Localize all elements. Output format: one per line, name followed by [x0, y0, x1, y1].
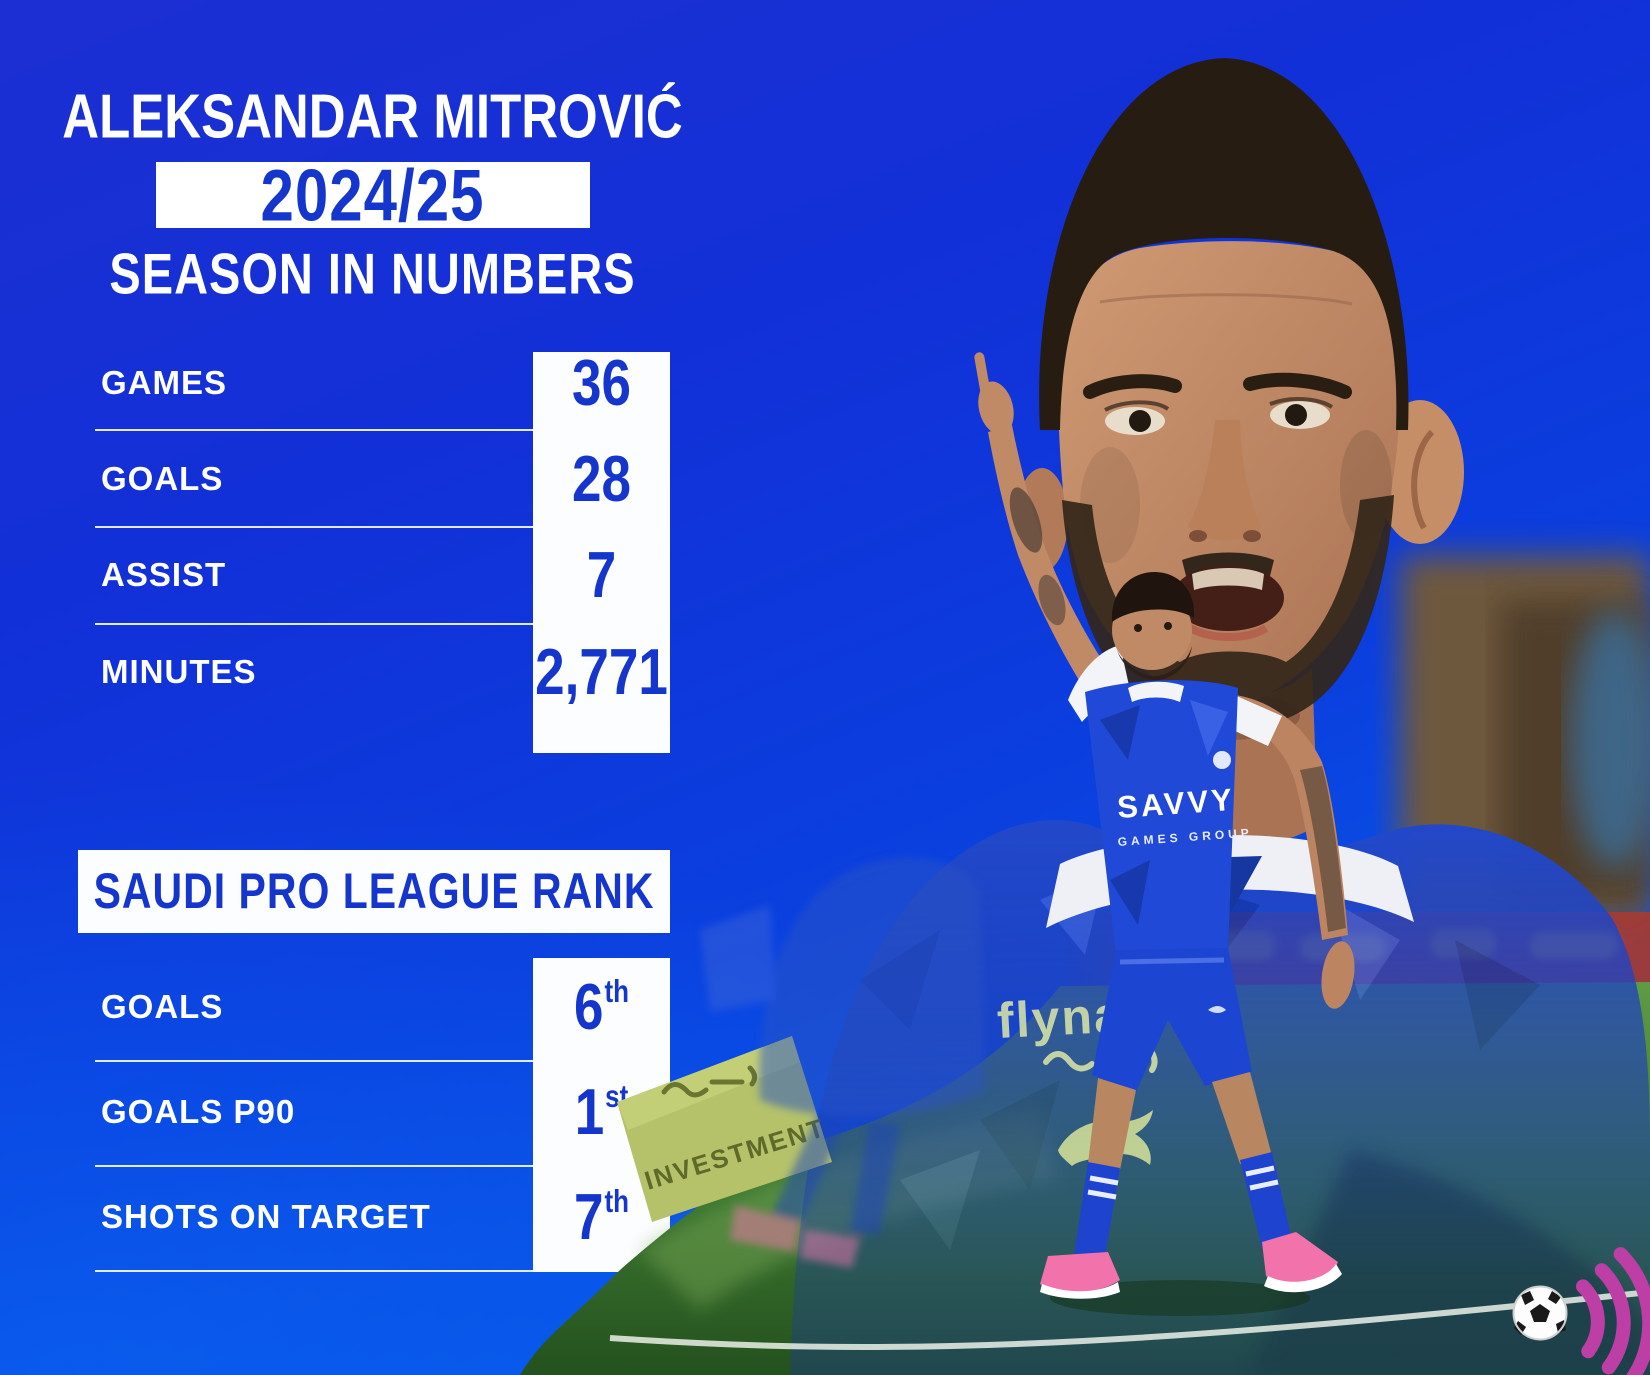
stat-label: ASSIST — [101, 556, 227, 593]
stat-label: MINUTES — [101, 653, 257, 690]
flynas-wordmark: flynas — [996, 985, 1155, 1049]
rank-label: GOALS P90 — [101, 1093, 296, 1130]
stat-row-goals: GOALS 28 — [95, 429, 670, 529]
stat-row-minutes: MINUTES 2,771 — [95, 623, 670, 721]
football-icon — [1513, 1286, 1567, 1340]
row-divider — [95, 526, 533, 528]
celebrating-player: SAVVY GAMES GROUP — [974, 352, 1355, 1316]
stat-value: 36 — [572, 347, 631, 419]
bottom-divider — [95, 1270, 533, 1272]
subtitle: SEASON IN NUMBERS — [109, 241, 636, 306]
stats-value-strip — [533, 352, 670, 753]
rank-label: SHOTS ON TARGET — [101, 1198, 431, 1235]
season-label: 2024/25 — [260, 154, 485, 236]
rank-row-goals-p90: GOALS P90 1st — [95, 1063, 670, 1161]
stat-value: 2,771 — [535, 636, 668, 708]
row-divider — [95, 1060, 533, 1062]
player-name: ALEKSANDAR MITROVIĆ — [62, 81, 683, 152]
rank-value: 7th — [573, 1181, 630, 1253]
rank-value: 1st — [574, 1076, 629, 1148]
rank-row-shots-on-target: SHOTS ON TARGET 7th — [95, 1168, 670, 1266]
rank-label: GOALS — [101, 988, 224, 1025]
arabic-script-mark — [1043, 1047, 1158, 1073]
stat-label: GAMES — [101, 364, 228, 401]
rank-table: GOALS 6th GOALS P90 1st SHOTS ON TARGET … — [95, 958, 670, 1272]
season-box: 2024/25 — [155, 154, 590, 236]
row-divider — [95, 623, 533, 625]
title-block: ALEKSANDAR MITROVIĆ 2024/25 SEASON IN NU… — [0, 82, 745, 306]
rank-row-goals: GOALS 6th — [95, 958, 670, 1056]
portrait-torso — [790, 819, 1650, 1375]
stat-value: 7 — [586, 539, 617, 611]
rank-value: 6th — [573, 971, 630, 1043]
puma-cat-icon — [1058, 1110, 1153, 1166]
stat-label: GOALS — [101, 460, 224, 497]
row-divider — [95, 429, 533, 431]
jersey-sponsor-subtext: GAMES GROUP — [1117, 826, 1253, 849]
rank-header-box: SAUDI PRO LEAGUE RANK — [78, 850, 670, 933]
ghost-player-figure — [700, 857, 985, 1268]
season-stats-table: GAMES 36 GOALS 28 ASSIST 7 MINUTES 2,771 — [95, 347, 670, 753]
stadium-background — [1400, 555, 1650, 1200]
rank-header-text: SAUDI PRO LEAGUE RANK — [93, 862, 655, 919]
pitch — [520, 982, 1650, 1375]
portrait-head — [1016, 58, 1464, 928]
jersey-sponsor-text: SAVVY — [1116, 782, 1236, 825]
pitch-line — [609, 1289, 1650, 1350]
torso-sponsor-marks: flynas — [996, 985, 1158, 1166]
signal-waves-icon — [1576, 1247, 1650, 1375]
football-signal-logo — [1512, 1247, 1650, 1375]
ad-board — [1060, 912, 1650, 987]
stat-value: 28 — [572, 443, 631, 515]
stat-row-games: GAMES 36 — [95, 347, 670, 419]
row-divider — [95, 1165, 533, 1167]
stat-row-assist: ASSIST 7 — [95, 526, 670, 624]
